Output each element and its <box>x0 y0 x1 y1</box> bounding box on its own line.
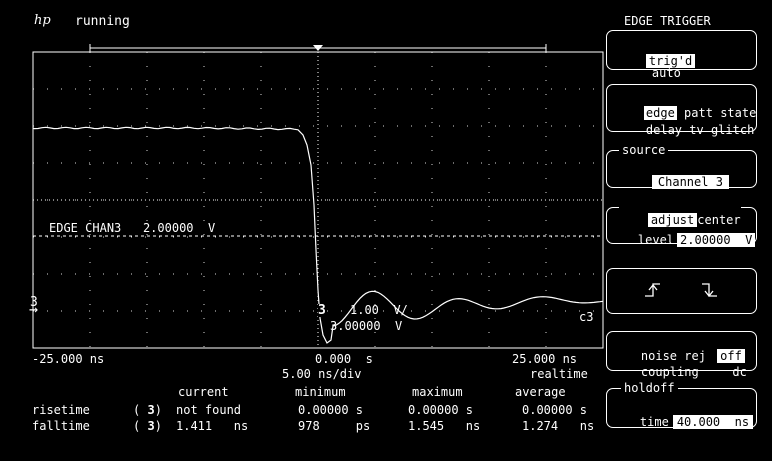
acquisition-mode: realtime <box>530 367 588 381</box>
source-softkey[interactable]: source Channel 3 <box>606 144 757 189</box>
waveform-trace <box>32 126 604 344</box>
time-left: -25.000 ns <box>32 352 105 366</box>
trig-type-patt: patt <box>684 106 713 120</box>
level-softkey[interactable]: adjust center level 2.00000 V <box>606 202 757 247</box>
holdoff-value: 40.000 ns <box>672 415 754 429</box>
trig-type-glitch: glitch <box>710 123 755 137</box>
hp-logo: hp <box>34 13 51 28</box>
trigger-type-softkey[interactable]: edge patt state delay tv glitch <box>606 84 757 136</box>
channel-ground-marker: 3 <box>30 295 38 310</box>
channel-offset: 3.00000 V <box>330 319 403 333</box>
trigger-level-label: EDGE CHAN3 2.00000 V <box>46 222 219 234</box>
run-status: running <box>75 14 130 29</box>
trig-type-delay: delay <box>645 123 683 137</box>
source-value: Channel 3 <box>651 175 729 189</box>
coupling-value: dc <box>732 365 747 379</box>
col-minimum: minimum <box>295 385 346 399</box>
panel-title: EDGE TRIGGER <box>624 14 711 28</box>
trigger-mode-softkey[interactable]: trig'd auto <box>606 30 757 79</box>
trig-mode-selected: trig'd <box>645 54 696 68</box>
time-center: 0.000 s <box>315 352 373 366</box>
meas-channel: ( 3) <box>133 419 162 433</box>
meas-average: 1.274 ns <box>522 419 595 433</box>
meas-current: 1.411 ns <box>176 419 249 433</box>
noise-coupling-softkey[interactable]: noise rej off coupling dc <box>606 331 757 378</box>
holdoff-label: time <box>639 415 669 429</box>
holdoff-softkey[interactable]: holdoff time 40.000 ns <box>606 382 757 429</box>
trig-type-tv: tv <box>689 123 704 137</box>
col-maximum: maximum <box>412 385 463 399</box>
rising-edge-icon <box>645 283 660 297</box>
time-per-div: 5.00 ns/div <box>282 367 362 381</box>
trig-mode-auto: auto <box>651 66 681 80</box>
coupling-label: coupling <box>640 365 699 379</box>
holdoff-title: holdoff <box>621 382 678 394</box>
graticule <box>32 44 604 349</box>
meas-maximum: 1.545 ns <box>408 419 481 433</box>
trigger-position-marker <box>313 45 323 51</box>
noise-rej-value: off <box>717 349 745 363</box>
meas-current: not found <box>176 403 242 417</box>
slope-softkey[interactable] <box>606 268 757 314</box>
channel-number: 3 <box>318 303 326 318</box>
source-title: source <box>619 144 669 156</box>
level-value: 2.00000 V <box>677 233 756 247</box>
meas-name: falltime <box>32 419 90 433</box>
channel-tag: c3 <box>579 310 594 324</box>
meas-minimum: 978 ps <box>298 419 371 433</box>
time-right: 25.000 ns <box>512 352 578 366</box>
trig-type-state: state <box>720 106 757 120</box>
level-center-label: center <box>697 213 741 227</box>
meas-name: risetime <box>32 403 90 417</box>
meas-channel: ( 3) <box>133 403 162 417</box>
level-adjust-label: adjust <box>647 213 698 227</box>
trig-type-edge: edge <box>643 106 677 120</box>
level-label: level <box>637 233 675 247</box>
falling-edge-icon <box>702 283 717 298</box>
noise-rej-label: noise rej <box>640 349 706 363</box>
meas-maximum: 0.00000 s <box>408 403 474 417</box>
channel-scale: 1.00 V/ <box>350 303 408 317</box>
meas-average: 0.00000 s <box>522 403 588 417</box>
col-average: average <box>515 385 566 399</box>
col-current: current <box>178 385 229 399</box>
meas-minimum: 0.00000 s <box>298 403 364 417</box>
channel-arrow-icon: → <box>29 300 39 318</box>
